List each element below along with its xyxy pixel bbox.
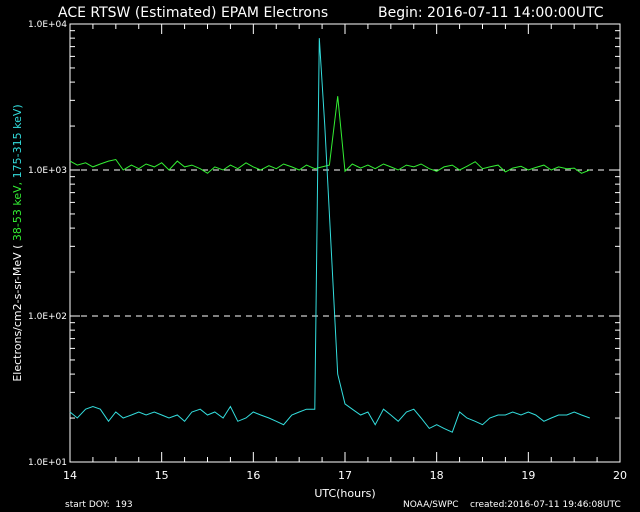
plot-frame [69,23,621,463]
x-tick-label: 19 [521,469,535,482]
x-tick-label: 15 [155,469,169,482]
start-doy: start DOY: 193 [65,500,133,510]
reference-lines [70,169,620,317]
x-tick-label: 18 [430,469,444,482]
x-tick-label: 16 [246,469,260,482]
series-line [69,96,590,174]
chart-title: ACE RTSW (Estimated) EPAM Electrons [58,5,328,21]
series-line [69,38,590,433]
begin-time: Begin: 2016-07-11 14:00:00UTC [378,5,604,21]
y-axis-label-base: Electrons/cm2-s-sr-MeV ( [11,245,24,382]
x-tick-label: 17 [338,469,352,482]
x-axis-label: UTC(hours) [314,487,375,500]
y-axis-label-high: 175-315 keV) [11,104,24,178]
x-tick-label: 20 [613,469,627,482]
y-tick-label: 1.0E+04 [28,20,67,30]
created-time: created:2016-07-11 19:46:08UTC [470,500,621,510]
data-series [69,38,590,433]
x-tick-label: 14 [63,469,77,482]
y-tick-label: 1.0E+03 [28,166,67,176]
y-tick-label: 1.0E+01 [28,458,67,468]
source-credit: NOAA/SWPC [403,500,459,510]
y-axis-label: Electrons/cm2-s-sr-MeV ( 38-53 keV, 175-… [11,104,24,381]
y-tick-label: 1.0E+02 [28,312,67,322]
x-axis-ticks: 14 15 16 17 18 19 20 [63,24,627,482]
y-axis-label-low: 38-53 keV, [11,182,24,241]
y-axis-ticks: 1.0E+01 1.0E+02 1.0E+03 1.0E+04 [28,20,620,468]
